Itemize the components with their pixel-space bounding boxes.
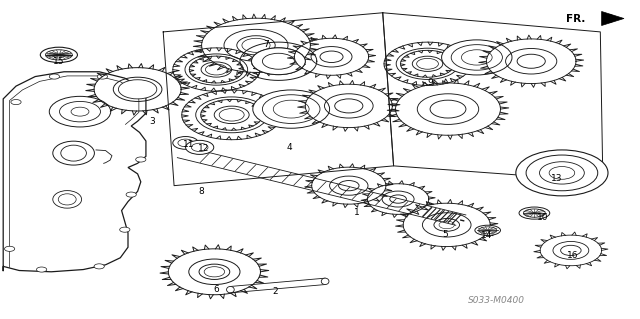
Circle shape: [461, 50, 492, 65]
Text: 5: 5: [442, 230, 447, 239]
Circle shape: [439, 221, 454, 229]
Circle shape: [451, 45, 502, 70]
Circle shape: [191, 143, 208, 152]
Ellipse shape: [40, 47, 77, 63]
Ellipse shape: [227, 286, 234, 293]
Circle shape: [242, 38, 270, 52]
Text: 9: 9: [428, 78, 433, 87]
Polygon shape: [3, 72, 146, 272]
Ellipse shape: [53, 141, 95, 165]
Circle shape: [273, 100, 309, 118]
Circle shape: [178, 139, 193, 147]
Circle shape: [173, 137, 198, 149]
Circle shape: [97, 74, 108, 79]
Ellipse shape: [321, 278, 329, 285]
Circle shape: [262, 53, 294, 69]
Circle shape: [11, 100, 21, 105]
Circle shape: [549, 167, 575, 179]
Text: 16: 16: [567, 251, 579, 260]
Text: 2: 2: [273, 287, 278, 296]
Circle shape: [132, 90, 143, 95]
Text: 15: 15: [53, 57, 65, 66]
Text: 13: 13: [551, 174, 563, 183]
Text: 8: 8: [199, 187, 204, 196]
Circle shape: [516, 150, 608, 196]
Text: 3: 3: [150, 117, 155, 126]
Circle shape: [186, 140, 214, 154]
Text: 11: 11: [183, 140, 195, 149]
Ellipse shape: [58, 194, 76, 205]
Ellipse shape: [524, 209, 545, 217]
Circle shape: [253, 90, 330, 128]
Text: 1: 1: [355, 208, 360, 217]
Circle shape: [526, 155, 598, 191]
Ellipse shape: [45, 50, 72, 60]
Text: 4: 4: [287, 143, 292, 152]
Circle shape: [442, 40, 512, 75]
Circle shape: [49, 74, 60, 79]
Circle shape: [60, 101, 100, 122]
Circle shape: [136, 157, 146, 162]
Ellipse shape: [61, 145, 86, 161]
Circle shape: [120, 227, 130, 232]
Circle shape: [118, 80, 157, 99]
Circle shape: [262, 95, 320, 123]
Ellipse shape: [53, 190, 82, 208]
Circle shape: [126, 192, 136, 197]
Text: 14: 14: [481, 231, 492, 240]
Text: 6: 6: [214, 285, 219, 294]
Circle shape: [49, 96, 111, 127]
Ellipse shape: [479, 227, 497, 234]
Circle shape: [71, 107, 89, 116]
Circle shape: [540, 162, 584, 184]
Circle shape: [252, 48, 305, 75]
Circle shape: [204, 267, 225, 277]
Circle shape: [4, 246, 15, 251]
Text: FR.: FR.: [566, 13, 586, 24]
Text: 12: 12: [198, 144, 209, 153]
Ellipse shape: [519, 207, 550, 219]
Circle shape: [36, 267, 47, 272]
Text: S033-M0400: S033-M0400: [467, 296, 525, 305]
Text: 7: 7: [264, 40, 269, 48]
Circle shape: [94, 264, 104, 269]
Ellipse shape: [475, 225, 500, 235]
Text: 10: 10: [537, 213, 548, 222]
Polygon shape: [602, 11, 624, 26]
